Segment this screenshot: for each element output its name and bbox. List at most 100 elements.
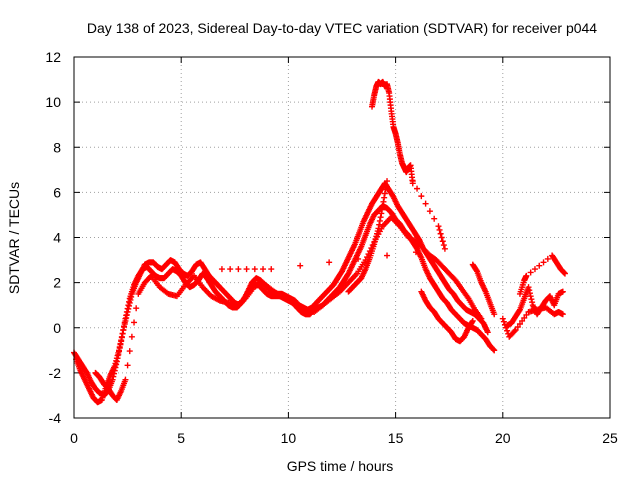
data-point-evening-lower (516, 320, 523, 327)
data-point-pre-peak-rise (381, 190, 388, 197)
data-point-evening-lower (519, 317, 526, 324)
y-tick-label: 0 (53, 320, 61, 336)
data-point-evening-high (561, 269, 568, 276)
data-point-evening-lower (514, 323, 521, 330)
data-point-evening-lower (512, 327, 519, 334)
x-tick-label: 10 (281, 430, 297, 446)
data-point-track-b (123, 314, 130, 321)
data-point-isolated-points (435, 223, 442, 230)
data-point-track-b (126, 299, 133, 306)
data-point-evening-segment (526, 290, 533, 297)
data-point-isolated-points (268, 266, 275, 273)
data-point-isolated-points (431, 215, 438, 222)
data-points (71, 78, 568, 406)
data-point-evening-lower (504, 327, 511, 334)
data-point-isolated-points (422, 200, 429, 207)
y-tick-label: 10 (45, 94, 61, 110)
data-point-isolated-points (439, 238, 446, 245)
data-point-evening-segment (559, 288, 566, 295)
data-point-late-arc-b (491, 311, 498, 318)
data-point-evening-lower (503, 324, 510, 331)
data-point-evening-segment (516, 307, 523, 314)
data-point-evening-high (540, 259, 547, 266)
data-point-track-c (131, 319, 138, 326)
data-point-pre-peak-rise (375, 225, 382, 232)
data-point-evening-high (561, 270, 568, 277)
x-tick-label: 15 (388, 430, 404, 446)
data-point-track-b (117, 340, 124, 347)
data-point-track-b (119, 330, 126, 337)
data-point-evening-segment (525, 284, 532, 291)
data-point-track-b (125, 305, 132, 312)
data-point-main-track (490, 346, 497, 353)
y-tick-label: 2 (53, 275, 61, 291)
data-point-track-b (484, 329, 491, 336)
data-point-track-b (120, 327, 127, 334)
data-point-track-b (116, 347, 123, 354)
data-point-track-c (122, 376, 129, 383)
chart-title: Day 138 of 2023, Sidereal Day-to-day VTE… (87, 20, 597, 36)
data-point-pre-peak-rise (378, 210, 385, 217)
x-tick-label: 0 (70, 430, 78, 446)
y-tick-label: 8 (53, 139, 61, 155)
data-point-track-b (128, 293, 135, 300)
data-point-evening-lower (559, 311, 566, 318)
data-point-isolated-points (418, 193, 425, 200)
data-point-track-c (478, 315, 485, 322)
data-point-pre-peak-rise (382, 186, 389, 193)
y-tick-label: -2 (49, 365, 62, 381)
data-point-evening-high (544, 255, 551, 262)
data-point-evening-high (536, 262, 543, 269)
axis-ticks: 0 5 10 15 20 25 -4 -2 0 2 4 6 8 10 12 (45, 49, 618, 446)
data-point-evening-segment (528, 296, 535, 303)
data-point-track-b (116, 343, 123, 350)
data-point-pre-peak-rise (384, 178, 391, 185)
y-tick-label: -4 (49, 410, 62, 426)
data-point-isolated-points (437, 230, 444, 237)
x-axis-label: GPS time / hours (287, 458, 394, 474)
y-tick-label: 12 (45, 49, 61, 65)
grid (74, 57, 610, 418)
data-point-track-c (128, 333, 135, 340)
data-point-isolated-points (243, 266, 250, 273)
data-point-evening-high (531, 266, 538, 273)
data-point-late-arc-a (469, 317, 476, 324)
data-point-evening-lower (500, 318, 507, 325)
data-point-track-b (121, 320, 128, 327)
data-point-track-b (126, 302, 133, 309)
data-point-track-b (122, 317, 129, 324)
data-point-pre-peak-rise (376, 217, 383, 224)
data-point-isolated-points (436, 226, 443, 233)
data-point-isolated-points (438, 234, 445, 241)
data-point-track-b (123, 311, 130, 318)
data-point-evening-lower (511, 328, 518, 335)
data-point-pre-peak-rise (377, 214, 384, 221)
x-tick-label: 25 (602, 430, 618, 446)
data-point-isolated-points (441, 245, 448, 252)
data-point-evening-lower (499, 315, 506, 322)
data-point-evening-lower (521, 314, 528, 321)
x-tick-label: 5 (177, 430, 185, 446)
data-point-isolated-points (251, 266, 258, 273)
data-point-track-b (118, 333, 125, 340)
data-point-evening-lower (523, 311, 530, 318)
data-point-track-c (124, 362, 131, 369)
data-point-evening-high (527, 269, 534, 276)
data-point-track-b (118, 337, 125, 344)
data-point-pre-peak-rise (379, 202, 386, 209)
data-point-evening-segment (526, 287, 533, 294)
data-point-main-track (491, 347, 498, 354)
data-point-isolated-points (384, 252, 391, 259)
data-point-isolated-points (440, 242, 447, 249)
data-point-evening-segment (527, 293, 534, 300)
data-point-evening-high (523, 272, 530, 279)
data-point-late-arc-b (473, 267, 480, 274)
data-point-pre-peak-rise (379, 206, 386, 213)
data-point-isolated-points (412, 249, 419, 256)
data-point-isolated-points (414, 185, 421, 192)
data-point-late-arc-a (469, 319, 476, 326)
data-point-pre-peak-rise (380, 198, 387, 205)
y-axis-label: SDTVAR / TECUs (6, 182, 22, 294)
data-point-isolated-points (218, 266, 225, 273)
